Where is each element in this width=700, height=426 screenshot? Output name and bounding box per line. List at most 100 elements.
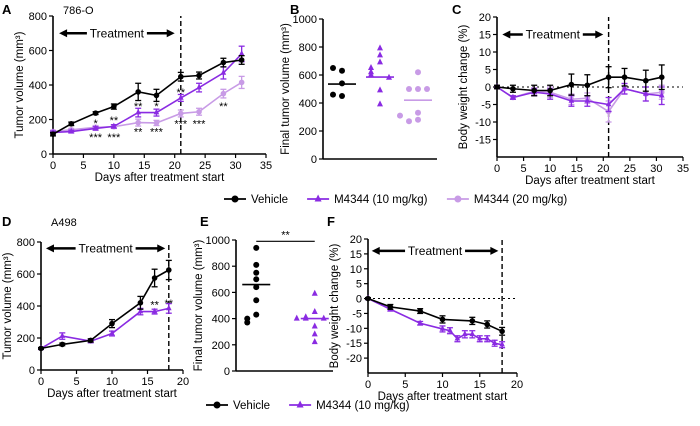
y-tick-label: 15 (479, 30, 491, 42)
y-tick-label: 1000 (293, 14, 317, 26)
y-tick-label: -15 (346, 338, 362, 350)
data-point (568, 81, 575, 88)
y-tick-label: 20 (479, 12, 491, 24)
y-tick-label: 0 (29, 365, 35, 377)
data-point (377, 100, 383, 107)
legend-label: M4344 (20 mg/kg) (474, 194, 567, 206)
data-point (621, 84, 628, 91)
panel-subtitle: 786-O (63, 5, 94, 17)
data-point (584, 82, 591, 89)
data-point (38, 345, 44, 352)
legend-marker-icon (231, 195, 239, 203)
data-point (220, 59, 227, 66)
legend-marker-icon (213, 401, 221, 409)
series-vehicle (494, 64, 665, 97)
y-tick-label: 0 (311, 154, 317, 166)
arrow-head-left-icon (371, 246, 380, 255)
y-tick-label: 600 (212, 287, 230, 299)
y-axis-label: Body weight change (%) (329, 244, 341, 369)
y-tick-label: 20 (350, 234, 362, 246)
data-point (311, 289, 318, 296)
legend-bottom: Vehicle M4344 (10 mg/kg) (206, 400, 410, 412)
data-point (311, 322, 318, 329)
y-tick-label: 800 (17, 237, 35, 249)
data-point (293, 314, 300, 321)
data-point (137, 300, 144, 306)
data-point (178, 94, 184, 100)
y-tick-label: 200 (29, 115, 47, 127)
y-tick-label: -10 (346, 323, 362, 335)
data-point (377, 86, 383, 93)
series-line (52, 81, 243, 133)
treatment-label: Treatment (408, 244, 463, 258)
significance-annotation: ** (110, 115, 119, 127)
panel-subtitle: A498 (51, 217, 77, 229)
data-point (196, 83, 202, 90)
data-point (253, 297, 260, 304)
significance-annotation: ** (177, 87, 186, 99)
y-axis-label: Final tumor volume (mm³) (193, 240, 205, 372)
panel-letter: F (327, 214, 335, 229)
y-axis-label: Tumor volume (mm³) (2, 252, 14, 359)
data-point (135, 108, 141, 115)
data-point (339, 93, 345, 99)
arrow-head-right-icon (490, 246, 499, 255)
data-point (238, 50, 245, 56)
x-axis-label: Days after treatment start (378, 391, 509, 403)
data-point (424, 86, 430, 92)
data-point (135, 119, 141, 126)
x-tick-label: 0 (365, 379, 371, 391)
data-point (417, 308, 423, 314)
data-point (584, 97, 591, 103)
data-point (320, 314, 327, 321)
data-point (253, 284, 260, 291)
data-point (417, 319, 423, 326)
data-point (439, 325, 446, 331)
data-point (220, 69, 227, 75)
data-point (377, 44, 383, 51)
x-tick-label: 5 (73, 376, 79, 388)
data-point (166, 304, 172, 311)
data-point (531, 87, 537, 94)
x-tick-label: 10 (106, 376, 118, 388)
data-point (166, 267, 172, 273)
panel-letter: C (452, 2, 462, 17)
x-tick-label: 15 (141, 376, 153, 388)
data-point (568, 97, 575, 103)
data-point (510, 85, 516, 92)
data-point (92, 110, 99, 116)
arrow-head-left-icon (59, 29, 68, 38)
significance-annotation: *** (193, 118, 207, 130)
data-point (621, 74, 628, 80)
significance-annotation: * (154, 101, 159, 113)
data-point (59, 341, 66, 348)
y-tick-label: 200 (299, 126, 317, 138)
arrow-head-left-icon (45, 244, 54, 253)
arrow-head-right-icon (595, 30, 604, 39)
significance-annotation: *** (150, 127, 164, 139)
y-tick-label: 5 (356, 279, 362, 291)
data-point (605, 74, 612, 80)
data-point (368, 71, 374, 77)
panel-letter: D (2, 214, 11, 229)
data-point (311, 308, 318, 315)
data-point (151, 307, 158, 314)
y-tick-label: 0 (224, 366, 230, 378)
y-tick-label: 400 (29, 80, 47, 92)
data-point (658, 74, 665, 80)
data-point (253, 311, 260, 318)
data-point (92, 124, 99, 131)
data-point (244, 319, 251, 326)
data-point (68, 127, 75, 134)
y-tick-label: -15 (475, 135, 491, 147)
x-tick-label: 15 (138, 160, 150, 172)
data-point (87, 337, 94, 344)
data-point (469, 330, 476, 337)
data-point (59, 332, 66, 338)
data-point (377, 51, 383, 58)
data-point (387, 304, 394, 310)
arrow-head-right-icon (166, 29, 175, 38)
treatment-label: Treatment (78, 241, 133, 255)
